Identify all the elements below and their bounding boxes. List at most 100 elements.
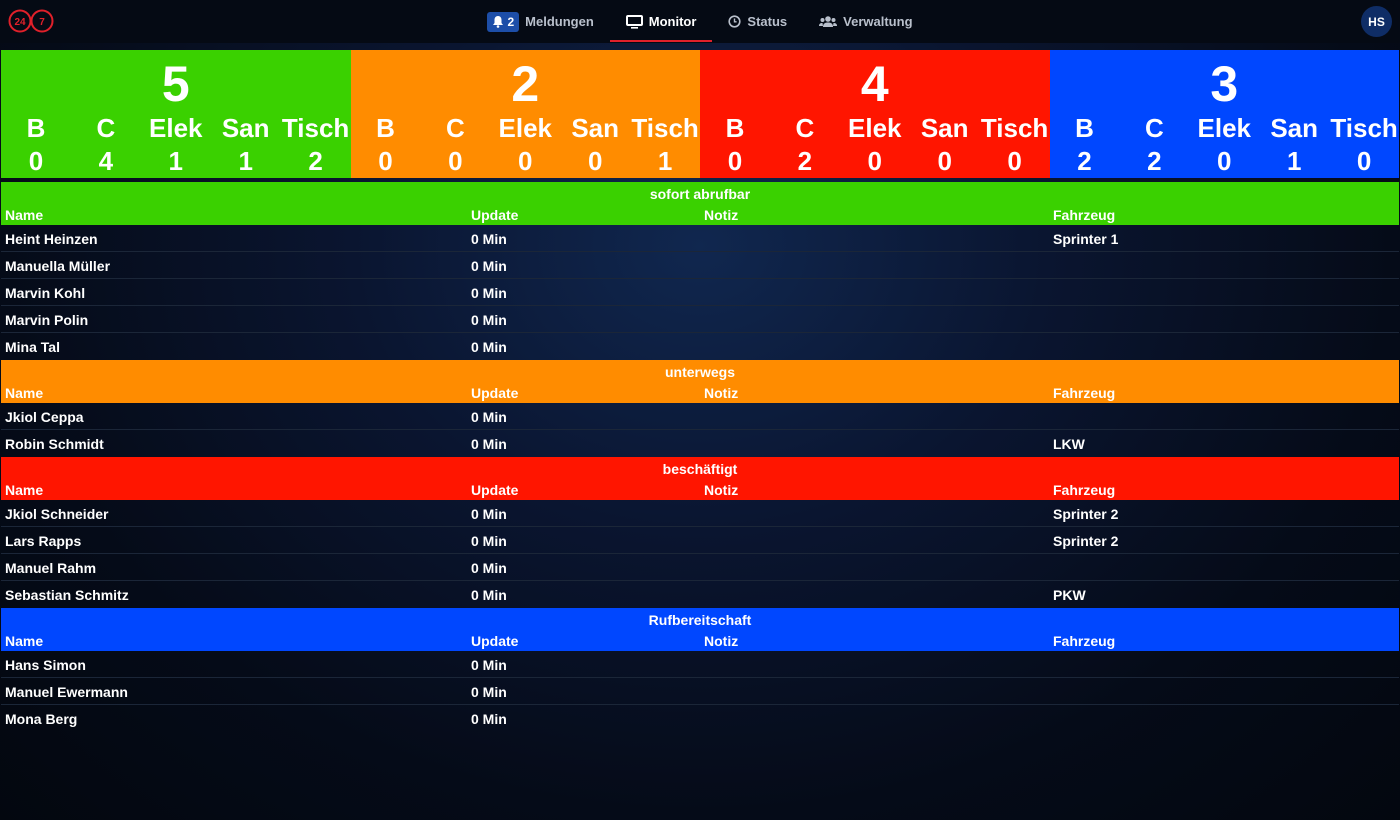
cell-update: 0 Min <box>471 312 507 328</box>
section-unterwegs: unterwegs Name Update Notiz Fahrzeug Jkiol Ce… <box>1 360 1399 457</box>
summary-column-label: B <box>725 113 745 143</box>
table-row[interactable]: Jkiol Schneider 0 Min Sprinter 2 <box>1 500 1399 527</box>
summary-column-label: San <box>920 113 969 143</box>
table-row[interactable]: Hans Simon 0 Min <box>1 651 1399 678</box>
summary-column-value: 1 <box>168 146 183 176</box>
table-row[interactable]: Lars Rapps 0 Min Sprinter 2 <box>1 527 1399 554</box>
cell-name: Robin Schmidt <box>5 436 104 452</box>
cell-update: 0 Min <box>471 258 507 274</box>
column-header-fahrzeug[interactable]: Fahrzeug <box>1053 385 1116 401</box>
summary-column-value: 0 <box>28 146 44 176</box>
summary-column-label: C <box>1144 113 1164 143</box>
summary-column-label: San <box>1270 113 1319 143</box>
cell-fahrzeug: Sprinter 2 <box>1053 533 1119 549</box>
column-header-fahrzeug[interactable]: Fahrzeug <box>1053 482 1116 498</box>
summary-column-value: 0 <box>727 146 743 176</box>
section-rows: Hans Simon 0 Min Manuel Ewermann 0 Min Mona … <box>1 651 1399 732</box>
summary-column-value: 4 <box>98 146 114 176</box>
summary-column-label: C <box>795 113 815 143</box>
column-header-name[interactable]: Name <box>5 633 44 649</box>
cell-update: 0 Min <box>471 587 507 603</box>
column-header-fahrzeug[interactable]: Fahrzeug <box>1053 633 1116 649</box>
table-row[interactable]: Marvin Polin 0 Min <box>1 306 1399 333</box>
table-row[interactable]: Manuel Rahm 0 Min <box>1 554 1399 581</box>
table-row[interactable]: Mona Berg 0 Min <box>1 705 1399 732</box>
summary-breakdown: B 0 C 4 Elek 1 San 1 Tisch 2 <box>1 114 351 176</box>
cell-update: 0 Min <box>471 560 507 576</box>
nav-monitor[interactable]: Monitor <box>609 0 713 43</box>
section-header: Rufbereitschaft Name Update Notiz Fahrzeug <box>1 608 1399 651</box>
nav-meldungen-label: Meldungen <box>525 14 594 29</box>
summary-column-label: B <box>376 113 395 143</box>
cell-name: Sebastian Schmitz <box>5 587 129 603</box>
summary-column: Elek 1 <box>141 114 211 176</box>
table-row[interactable]: Sebastian Schmitz 0 Min PKW <box>1 581 1399 608</box>
summary-column-value: 0 <box>1007 146 1022 176</box>
column-header-notiz[interactable]: Notiz <box>704 633 739 649</box>
nav-monitor-label: Monitor <box>648 14 697 29</box>
section-header: beschäftigt Name Update Notiz Fahrzeug <box>1 457 1399 500</box>
nav-verwaltung[interactable]: Verwaltung <box>803 0 928 43</box>
nav-status[interactable]: Status <box>712 0 803 43</box>
section-rows: Jkiol Schneider 0 Min Sprinter 2 Lars Rapps… <box>1 500 1399 608</box>
cell-name: Jkiol Schneider <box>5 506 109 522</box>
column-header-notiz[interactable]: Notiz <box>704 207 739 223</box>
summary-column: San 0 <box>560 114 630 176</box>
table-row[interactable]: Jkiol Ceppa 0 Min <box>1 403 1399 430</box>
cell-name: Jkiol Ceppa <box>5 409 84 425</box>
logo-24-7[interactable]: 24 7 <box>8 9 58 33</box>
cell-update: 0 Min <box>471 684 507 700</box>
section-beschaeftigt: beschäftigt Name Update Notiz Fahrzeug Jkiol … <box>1 457 1399 608</box>
column-header-name[interactable]: Name <box>5 385 44 401</box>
section-header: unterwegs Name Update Notiz Fahrzeug <box>1 360 1399 403</box>
user-avatar[interactable]: HS <box>1361 6 1392 37</box>
cell-name: Lars Rapps <box>5 533 82 549</box>
summary-column-value: 2 <box>1147 146 1162 176</box>
section-rufbereitschaft: Rufbereitschaft Name Update Notiz Fahrzeug Ha… <box>1 608 1399 732</box>
cell-update: 0 Min <box>471 533 507 549</box>
column-header-fahrzeug[interactable]: Fahrzeug <box>1053 207 1116 223</box>
section-rows: Heint Heinzen 0 Min Sprinter 1 Manuella Mül… <box>1 225 1399 360</box>
cell-name: Mina Tal <box>5 339 60 355</box>
cell-update: 0 Min <box>471 436 507 452</box>
cell-update: 0 Min <box>471 711 507 727</box>
table-row[interactable]: Robin Schmidt 0 Min LKW <box>1 430 1399 457</box>
section-title: sofort abrufbar <box>649 186 751 202</box>
summary-column-value: 1 <box>238 146 253 176</box>
summary-column-label: Tisch <box>980 113 1049 143</box>
nav-meldungen[interactable]: 2 Meldungen <box>471 0 609 43</box>
cell-name: Heint Heinzen <box>5 231 98 247</box>
summary-column-value: 0 <box>518 146 533 176</box>
summary-beschaeftigt: 4 B 0 C 2 Elek 0 San 0 Tisch 0 <box>700 50 1050 178</box>
summary-column-value: 1 <box>657 146 673 176</box>
summary-sofort-abrufbar: 5 B 0 C 4 Elek 1 San 1 Tisch 2 <box>1 50 351 178</box>
table-row[interactable]: Mina Tal 0 Min <box>1 333 1399 360</box>
cell-name: Manuel Ewermann <box>5 684 128 700</box>
column-header-notiz[interactable]: Notiz <box>704 385 739 401</box>
cell-update: 0 Min <box>471 657 507 673</box>
table-row[interactable]: Manuel Ewermann 0 Min <box>1 678 1399 705</box>
column-header-notiz[interactable]: Notiz <box>704 482 739 498</box>
table-row[interactable]: Marvin Kohl 0 Min <box>1 279 1399 306</box>
summary-breakdown: B 0 C 2 Elek 0 San 0 Tisch 0 <box>700 114 1050 176</box>
column-header-update[interactable]: Update <box>471 385 519 401</box>
summary-column-value: 0 <box>937 146 952 176</box>
column-header-update[interactable]: Update <box>471 207 519 223</box>
section-title: unterwegs <box>664 364 735 380</box>
meldungen-count: 2 <box>507 14 515 29</box>
table-row[interactable]: Manuella Müller 0 Min <box>1 252 1399 279</box>
summary-column-value: 0 <box>378 146 393 176</box>
users-icon <box>819 16 838 27</box>
nav-status-label: Status <box>747 14 788 29</box>
column-header-update[interactable]: Update <box>471 482 519 498</box>
column-header-name[interactable]: Name <box>5 207 44 223</box>
table-row[interactable]: Heint Heinzen 0 Min Sprinter 1 <box>1 225 1399 252</box>
column-header-name[interactable]: Name <box>5 482 44 498</box>
column-header-update[interactable]: Update <box>471 633 519 649</box>
summary-column: San 0 <box>910 114 980 176</box>
